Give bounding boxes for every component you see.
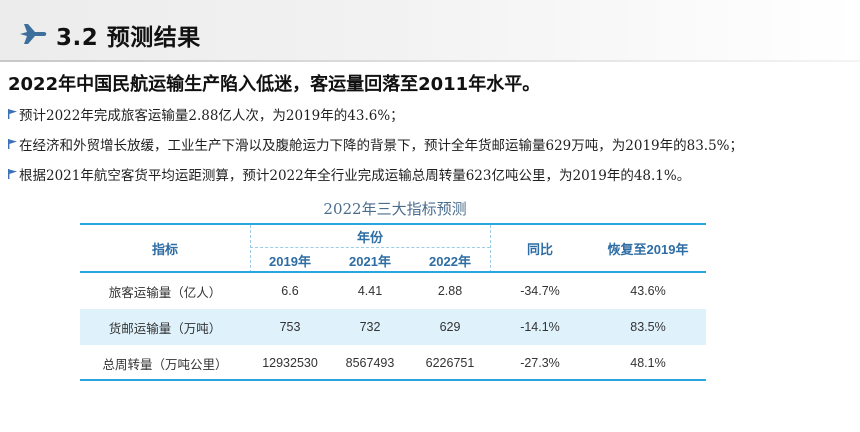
table-title: 2022年三大指标预测 [323, 200, 467, 218]
header-divider [0, 60, 860, 62]
row-label: 旅客运输量（亿人） [108, 285, 222, 300]
cell-2019: 6.6 [281, 284, 299, 298]
header-indicator: 指标 [151, 241, 178, 257]
cell-2021: 732 [359, 320, 381, 334]
flag-bullet-icon [8, 109, 17, 119]
section-header [0, 0, 860, 62]
header-recovery: 恢复至2019年 [607, 241, 689, 257]
table-top-border [80, 223, 706, 225]
header-yoy: 同比 [526, 241, 553, 257]
section-title: 3.2 预测结果 [56, 25, 201, 51]
cell-recovery: 43.6% [630, 284, 666, 298]
row-label: 货邮运输量（万吨） [108, 321, 222, 336]
table-row: 旅客运输量（亿人） 6.6 4.41 2.88 -34.7% 43.6% [80, 273, 706, 309]
header-year-group: 年份 [356, 229, 383, 245]
cell-yoy: -34.7% [520, 284, 560, 298]
cell-2022: 629 [439, 320, 461, 334]
table-row: 总周转量（万吨公里） 12932530 8567493 6226751 -27.… [80, 345, 706, 381]
table-header-border [80, 271, 706, 273]
bullet-text: 在经济和外贸增长放缓，工业生产下滑以及腹舱运力下降的背景下，预计全年货邮运输量6… [19, 138, 744, 154]
flag-bullet-icon [8, 139, 17, 149]
cell-2019: 753 [279, 320, 301, 334]
bullet-text: 预计2022年完成旅客运输量2.88亿人次，为2019年的43.6%； [19, 108, 404, 124]
cell-recovery: 83.5% [630, 320, 666, 334]
headline: 2022年中国民航运输生产陷入低迷，客运量回落至2011年水平。 [8, 74, 541, 95]
header-year-2022: 2022年 [429, 253, 471, 269]
cell-2021: 8567493 [345, 356, 395, 370]
bullet-item: 预计2022年完成旅客运输量2.88亿人次，为2019年的43.6%； [8, 104, 404, 124]
table-row: 货邮运输量（万吨） 753 732 629 -14.1% 83.5% [80, 309, 706, 345]
cell-2021: 4.41 [357, 284, 383, 298]
airplane-icon [20, 24, 47, 44]
bullet-item: 在经济和外贸增长放缓，工业生产下滑以及腹舱运力下降的背景下，预计全年货邮运输量6… [8, 134, 743, 154]
header-year-2021: 2021年 [349, 253, 391, 269]
bullet-text: 根据2021年航空客货平均运距测算，预计2022年全行业完成运输总周转量623亿… [19, 168, 691, 184]
row-label: 总周转量（万吨公里） [102, 357, 228, 372]
header-year-2019: 2019年 [269, 253, 311, 269]
cell-2022: 2.88 [437, 284, 463, 298]
cell-2022: 6226751 [425, 356, 475, 370]
table-bottom-border [80, 379, 706, 381]
flag-bullet-icon [8, 169, 17, 179]
cell-yoy: -27.3% [520, 356, 560, 370]
cell-2019: 12932530 [262, 356, 318, 370]
cell-yoy: -14.1% [520, 320, 560, 334]
cell-recovery: 48.1% [630, 356, 666, 370]
bullet-item: 根据2021年航空客货平均运距测算，预计2022年全行业完成运输总周转量623亿… [8, 164, 690, 184]
